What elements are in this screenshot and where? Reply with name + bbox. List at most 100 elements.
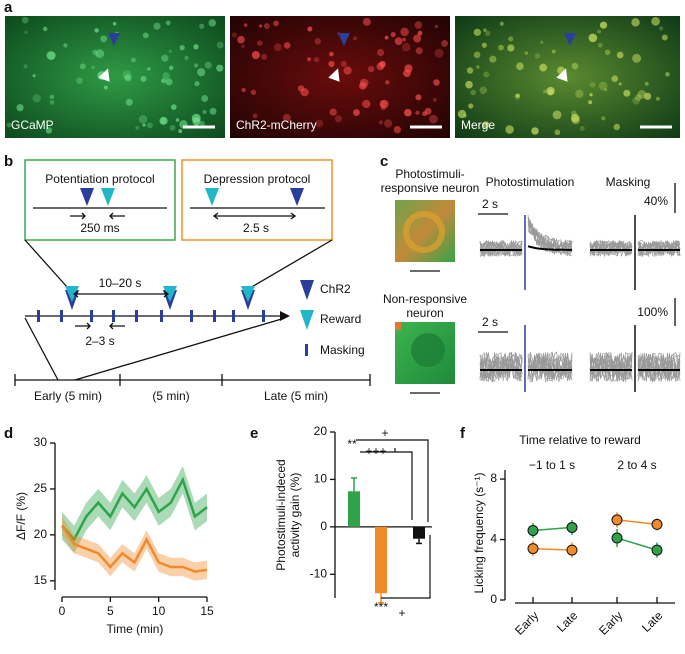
interval-label: 2–3 s — [85, 334, 114, 348]
trace — [589, 352, 633, 382]
cell — [539, 63, 548, 72]
cell — [598, 81, 608, 91]
neuron-label: responsive neuron — [381, 181, 480, 195]
cell — [415, 110, 420, 115]
annotation: + — [398, 606, 405, 620]
significance-bracket — [360, 448, 413, 520]
cell — [153, 22, 161, 30]
cell — [201, 95, 209, 102]
neuron-soma — [403, 211, 445, 253]
cell — [540, 40, 544, 44]
cell — [313, 56, 320, 63]
column-label: Photostimulation — [486, 175, 575, 189]
cell — [380, 105, 386, 111]
image-label: GCaMP — [11, 118, 54, 132]
cell — [546, 86, 555, 96]
cell — [433, 79, 440, 86]
cell — [604, 88, 608, 92]
reward-marker — [65, 286, 79, 302]
cell — [359, 82, 367, 90]
cell — [300, 88, 309, 97]
trace — [479, 352, 523, 377]
cell — [515, 93, 520, 98]
y-axis-label: Licking frequency (s⁻¹) — [472, 472, 486, 593]
dot — [651, 518, 663, 530]
neuron-label: Photostimuli- — [395, 167, 464, 181]
x-tick-label: 10 — [152, 604, 166, 618]
cell — [263, 23, 270, 29]
panel-c: c Photostimuli- responsive neuron Photos… — [380, 153, 681, 394]
error-band — [62, 516, 207, 581]
cell — [165, 20, 171, 26]
cell — [434, 24, 439, 29]
cell — [193, 44, 199, 50]
cell — [283, 42, 291, 49]
cell — [597, 29, 602, 34]
cell — [161, 54, 169, 62]
cell — [384, 119, 393, 128]
cell — [403, 69, 411, 78]
cell — [505, 125, 514, 134]
cell — [49, 94, 55, 100]
panel-label: d — [4, 425, 13, 442]
cell — [202, 110, 207, 114]
cell — [142, 32, 149, 39]
zoom-lines — [24, 239, 333, 289]
x-tick-label: Early — [596, 608, 625, 637]
arrowhead-blue — [338, 33, 350, 46]
y-tick-label: 15 — [34, 573, 48, 587]
cell — [483, 71, 490, 78]
cell — [362, 17, 371, 26]
cell — [252, 113, 258, 119]
group-label: −1 to 1 s — [529, 458, 575, 472]
cell — [479, 86, 488, 95]
cell — [231, 32, 237, 38]
cell — [422, 111, 428, 117]
trace — [527, 352, 573, 382]
dot — [566, 544, 578, 556]
cell — [273, 20, 279, 27]
arrowhead-blue — [108, 33, 120, 46]
cell — [16, 104, 24, 112]
column-label: Masking — [606, 175, 651, 189]
cell — [632, 53, 642, 63]
cell — [261, 53, 267, 60]
y-axis-label: activity gain (%) — [288, 473, 302, 558]
cell — [32, 94, 41, 103]
series-line — [60, 525, 208, 573]
cell — [390, 32, 396, 38]
cell — [616, 51, 624, 59]
cell — [379, 99, 389, 109]
cell — [400, 27, 409, 37]
x-axis-label: Time (min) — [107, 622, 164, 636]
arrowhead-white — [328, 68, 340, 82]
cell — [307, 26, 313, 32]
cell — [651, 16, 660, 26]
masking-mark — [60, 310, 63, 322]
cell — [45, 127, 53, 134]
cell — [665, 72, 670, 77]
cell — [178, 129, 183, 134]
interval-arrows — [72, 290, 170, 298]
significance-bracket — [381, 535, 431, 599]
panel-label: c — [380, 153, 388, 170]
cell — [124, 73, 132, 82]
cell — [209, 107, 217, 115]
pixel — [395, 322, 401, 330]
cell — [516, 62, 524, 71]
bar — [348, 491, 360, 527]
series-line — [532, 526, 573, 532]
legend-label: ChR2 — [320, 282, 351, 296]
cell — [484, 30, 491, 37]
series-line — [61, 476, 208, 542]
reward-marker — [205, 188, 219, 206]
masking-mark — [262, 310, 265, 322]
cell — [147, 67, 151, 71]
cell — [589, 93, 593, 97]
cell — [362, 99, 371, 109]
cell — [237, 35, 245, 44]
cell — [256, 40, 263, 46]
interval-label: 2.5 s — [243, 221, 269, 235]
cell — [402, 37, 406, 42]
cell — [476, 65, 480, 69]
